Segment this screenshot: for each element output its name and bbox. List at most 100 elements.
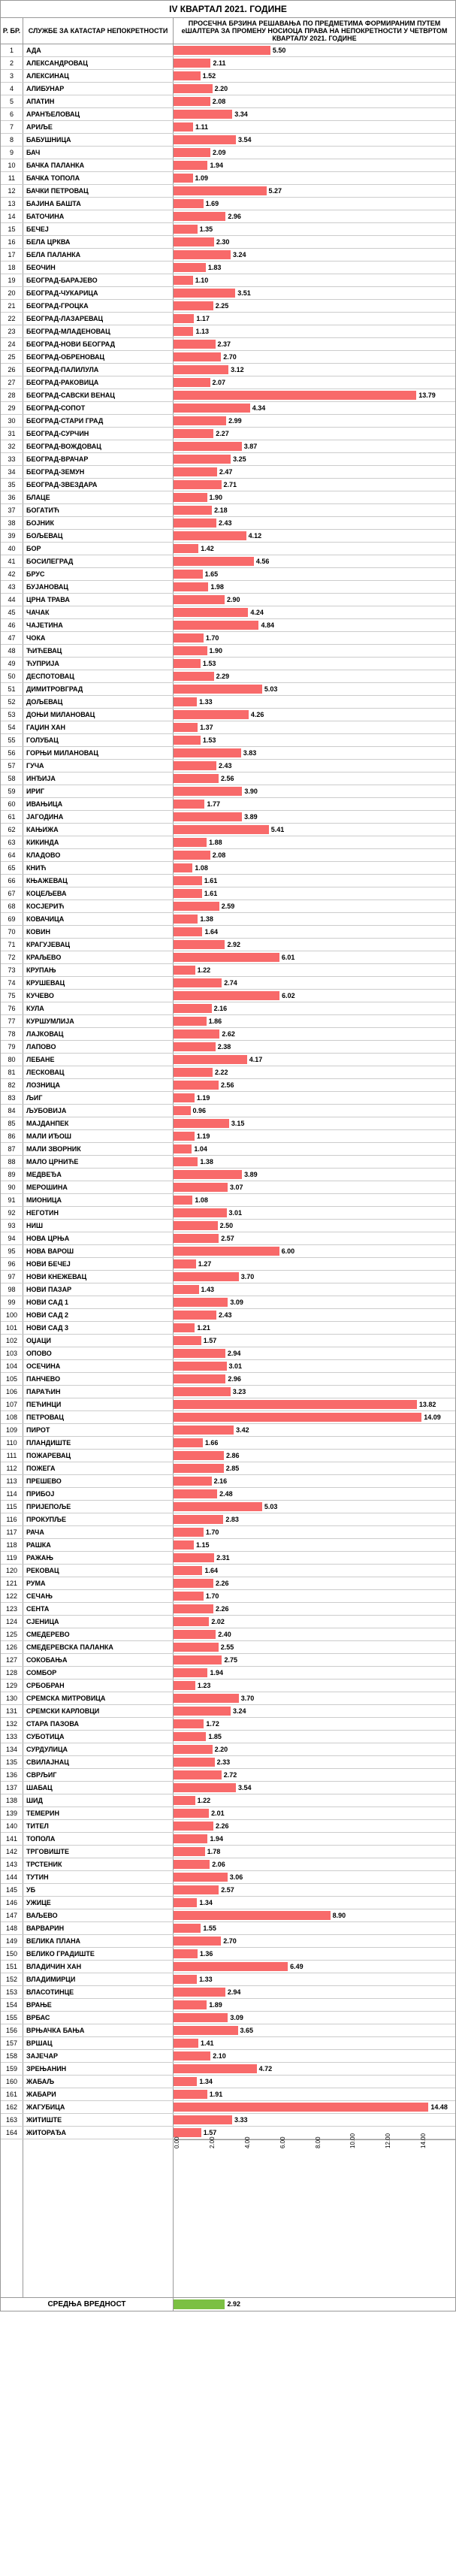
row-chart: 2.40 (174, 1628, 455, 1640)
bar-value: 1.78 (207, 1848, 221, 1855)
row-number: 12 (1, 185, 23, 197)
bar-value: 2.22 (215, 1069, 228, 1076)
bar (174, 1055, 247, 1064)
row-number: 150 (1, 1948, 23, 1960)
row-number: 46 (1, 619, 23, 631)
row-name: БЕОГРАД-СОПОТ (23, 402, 174, 414)
row-chart: 2.20 (174, 83, 455, 95)
row-name: ЖАБАЉ (23, 2076, 174, 2088)
bar (174, 1758, 215, 1767)
row-name: БАЧКА ПАЛАНКА (23, 159, 174, 171)
row-chart: 2.09 (174, 147, 455, 159)
row-chart: 14.09 (174, 1411, 455, 1423)
table-row: 6АРАНЂЕЛОВАЦ3.34 (1, 108, 455, 121)
row-number: 106 (1, 1386, 23, 1398)
bar-value: 1.36 (200, 1950, 213, 1958)
row-number: 158 (1, 2050, 23, 2062)
row-number: 75 (1, 990, 23, 1002)
bar-value: 1.27 (198, 1260, 212, 1268)
bar-value: 1.77 (207, 800, 220, 808)
row-name: КОЦЕЉЕВА (23, 887, 174, 899)
row-number: 104 (1, 1360, 23, 1372)
row-name: ГАЏИН ХАН (23, 721, 174, 733)
row-number: 65 (1, 862, 23, 874)
table-row: 75КУЧЕВО6.02 (1, 990, 455, 1002)
row-number: 91 (1, 1194, 23, 1206)
axis-tick: 10.00 (349, 2133, 356, 2148)
bar (174, 1515, 223, 1524)
row-number: 143 (1, 1858, 23, 1870)
bar-value: 2.16 (214, 1005, 228, 1012)
table-row: 27БЕОГРАД-РАКОВИЦА2.07 (1, 376, 455, 389)
row-number: 128 (1, 1667, 23, 1679)
row-name: БЕОГРАД-ЗВЕЗДАРА (23, 479, 174, 491)
table-row: 12БАЧКИ ПЕТРОВАЦ5.27 (1, 185, 455, 198)
row-chart: 2.31 (174, 1552, 455, 1564)
table-row: 58ИНЂИЈА2.56 (1, 772, 455, 785)
row-name: МАЛО ЦРНИЋЕ (23, 1156, 174, 1168)
bar-value: 2.86 (226, 1452, 240, 1459)
row-chart: 5.27 (174, 185, 455, 197)
bar (174, 1604, 213, 1613)
bar (174, 1336, 201, 1345)
table-row: 108ПЕТРОВАЦ14.09 (1, 1411, 455, 1424)
row-name: БАЧКА ТОПОЛА (23, 172, 174, 184)
row-number: 127 (1, 1654, 23, 1666)
row-name: БЕОГРАД-ЧУКАРИЦА (23, 287, 174, 299)
bar-value: 2.25 (216, 302, 229, 310)
row-chart: 1.13 (174, 325, 455, 337)
row-number: 160 (1, 2076, 23, 2088)
bar-value: 3.24 (233, 1707, 246, 1715)
table-row: 154ВРАЊЕ1.89 (1, 1999, 455, 2012)
bar-value: 2.33 (217, 1758, 231, 1766)
bar (174, 1770, 222, 1779)
row-chart: 1.61 (174, 887, 455, 899)
row-chart: 1.19 (174, 1092, 455, 1104)
table-row: 64КЛАДОВО2.08 (1, 849, 455, 862)
row-name: ВЕЛИКА ПЛАНА (23, 1935, 174, 1947)
bar-value: 3.54 (238, 1784, 252, 1791)
row-chart: 1.33 (174, 1973, 455, 1985)
bar-value: 3.34 (234, 110, 248, 118)
row-chart: 1.94 (174, 1667, 455, 1679)
bar (174, 710, 249, 719)
row-name: БАЧ (23, 147, 174, 159)
bar (174, 1119, 229, 1128)
bar-value: 2.50 (220, 1222, 234, 1229)
bar (174, 851, 210, 860)
bar (174, 1668, 207, 1677)
row-name: БОСИЛЕГРАД (23, 555, 174, 567)
row-number: 2 (1, 57, 23, 69)
table-row: 28БЕОГРАД-САВСКИ ВЕНАЦ13.79 (1, 389, 455, 402)
bar (174, 506, 212, 515)
bar (174, 276, 193, 285)
row-name: ЗАЈЕЧАР (23, 2050, 174, 2062)
row-name: БЕОГРАД-ОБРЕНОВАЦ (23, 351, 174, 363)
row-number: 47 (1, 632, 23, 644)
row-name: СЕНТА (23, 1603, 174, 1615)
bar (174, 84, 213, 93)
row-number: 66 (1, 875, 23, 887)
bar (174, 1438, 203, 1447)
bar-value: 3.89 (244, 813, 258, 821)
row-name: ВАРВАРИН (23, 1922, 174, 1934)
bar-value: 2.16 (214, 1477, 228, 1485)
table-row: 105ПАНЧЕВО2.96 (1, 1373, 455, 1386)
row-chart: 1.89 (174, 1999, 455, 2011)
row-chart: 2.90 (174, 594, 455, 606)
row-name: КРУПАЊ (23, 964, 174, 976)
row-name: СУРДУЛИЦА (23, 1743, 174, 1755)
row-chart: 2.16 (174, 1002, 455, 1014)
row-number: 153 (1, 1986, 23, 1998)
row-name: КОВАЧИЦА (23, 913, 174, 925)
table-row: 56ГОРЊИ МИЛАНОВАЦ3.83 (1, 747, 455, 760)
row-number: 126 (1, 1641, 23, 1653)
row-name: АПАТИН (23, 95, 174, 107)
bar (174, 289, 235, 298)
bar-value: 1.90 (210, 647, 223, 655)
table-row: 18БЕОЧИН1.83 (1, 262, 455, 274)
table-row: 61ЈАГОДИНА3.89 (1, 811, 455, 824)
bar-value: 1.09 (195, 174, 209, 182)
row-chart: 1.64 (174, 1565, 455, 1577)
bar (174, 1029, 219, 1039)
